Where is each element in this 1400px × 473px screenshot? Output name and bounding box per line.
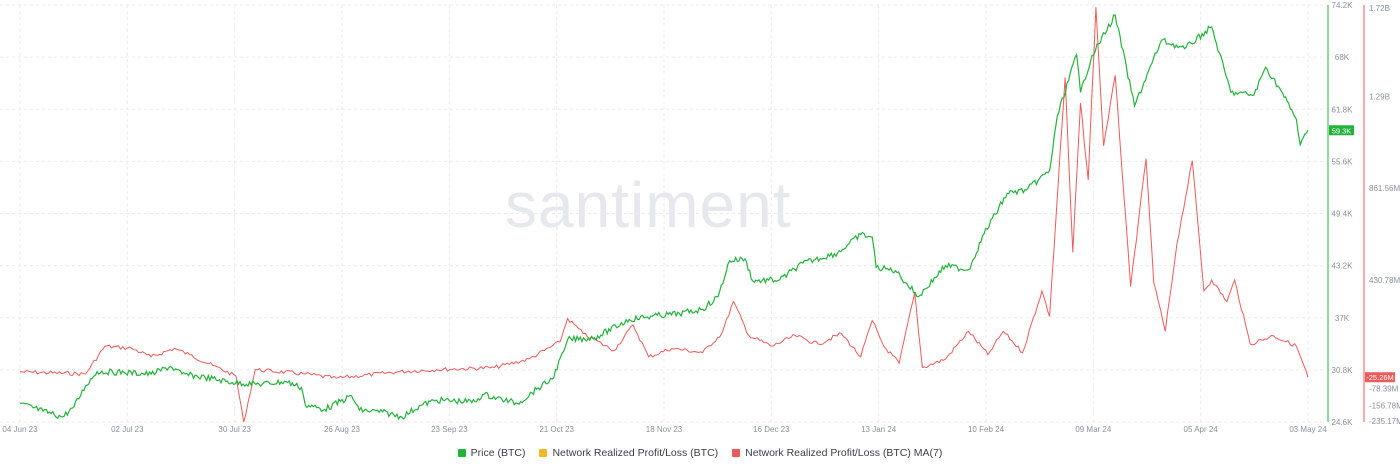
- pl-tick-label: 861.56M: [1369, 184, 1400, 193]
- pl-current-value: -25.26M: [1366, 373, 1394, 382]
- price-tick-label: 30.8K: [1332, 366, 1354, 375]
- price-axis: 74.2K 68K 61.8K 55.6K 49.4K 43.2K 37K 30.8K 24.6…: [1327, 1, 1354, 427]
- x-tick-label: 05 Apr 24: [1184, 425, 1219, 434]
- legend-swatch: [732, 449, 741, 457]
- pl-tick-label: 1.72B: [1369, 4, 1390, 13]
- current-value-badges: 59.3K -25.26M: [1329, 125, 1395, 383]
- price-tick-label: 74.2K: [1332, 1, 1354, 10]
- pl-current-badge: [1365, 372, 1395, 383]
- price-tick-label: 24.6K: [1332, 418, 1354, 427]
- x-tick-label: 09 Mar 24: [1075, 425, 1112, 434]
- legend: Price (BTC) Network Realized Profit/Loss …: [0, 447, 1400, 459]
- x-tick-label: 10 Feb 24: [968, 425, 1005, 434]
- x-tick-label: 02 Jul 23: [111, 425, 144, 434]
- price-tick-label: 68K: [1335, 53, 1350, 62]
- legend-label: Network Realized Profit/Loss (BTC) MA(7): [745, 447, 943, 459]
- price-current-value: 59.3K: [1332, 126, 1352, 135]
- legend-swatch: [457, 449, 466, 457]
- x-tick-label: 26 Aug 23: [324, 425, 361, 434]
- price-tick-label: 55.6K: [1332, 157, 1354, 166]
- x-axis: 04 Jun 23 02 Jul 23 30 Jul 23 26 Aug 23 23 S…: [2, 425, 1327, 434]
- watermark-text: santiment: [505, 169, 791, 241]
- legend-swatch: [539, 449, 548, 457]
- pl-ma7-series: [19, 7, 1309, 423]
- pl-axis: 1.72B 1.29B 861.56M 430.78M -78.39M -156.78M -…: [1363, 4, 1400, 426]
- legend-item[interactable]: Price (BTC): [457, 447, 526, 459]
- price-tick-label: 37K: [1335, 314, 1350, 323]
- x-tick-label: 23 Sep 23: [431, 425, 468, 434]
- price-series: [19, 14, 1309, 421]
- pl-tick-label: -156.78M: [1369, 401, 1400, 410]
- legend-item[interactable]: Network Realized Profit/Loss (BTC): [539, 447, 718, 459]
- legend-item[interactable]: Network Realized Profit/Loss (BTC) MA(7): [732, 447, 942, 459]
- x-tick-label: 21 Oct 23: [539, 425, 574, 434]
- x-tick-label: 13 Jan 24: [861, 425, 897, 434]
- pl-tick-label: 430.78M: [1369, 276, 1400, 285]
- x-tick-label: 04 Jun 23: [2, 425, 38, 434]
- x-tick-label: 03 May 24: [1289, 425, 1327, 434]
- price-tick-label: 49.4K: [1332, 210, 1354, 219]
- x-tick-label: 30 Jul 23: [218, 425, 251, 434]
- price-tick-label: 61.8K: [1332, 105, 1354, 114]
- chart-canvas: santiment 04 Jun 23 02 Jul 23 30 Jul 23 26 …: [0, 1, 1400, 434]
- pl-tick-label: -235.17M: [1369, 417, 1400, 426]
- legend-label: Price (BTC): [470, 447, 526, 459]
- pl-ma7-line: [19, 7, 1309, 423]
- price-current-badge: [1329, 125, 1354, 136]
- pl-tick-label: -78.39M: [1369, 385, 1399, 394]
- price-line: [19, 14, 1309, 421]
- x-tick-label: 18 Nov 23: [646, 425, 683, 434]
- pl-tick-label: 1.29B: [1369, 93, 1390, 102]
- legend-label: Network Realized Profit/Loss (BTC): [552, 447, 719, 459]
- x-tick-label: 16 Dec 23: [753, 425, 790, 434]
- price-tick-label: 43.2K: [1332, 262, 1354, 271]
